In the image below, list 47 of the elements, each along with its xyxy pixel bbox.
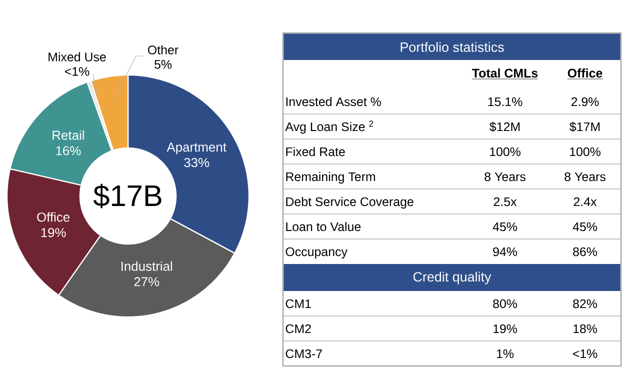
text: 80%	[493, 299, 518, 308]
slice-label: Industrial	[122, 261, 172, 271]
text: 8 Years	[484, 172, 526, 182]
data-label: 19%	[41, 228, 66, 238]
data-label: <1%	[64, 67, 90, 76]
text: 45%	[492, 222, 518, 232]
slice-label: Apartment	[166, 142, 226, 154]
slice-label: Other	[148, 45, 178, 54]
text: Portfolio statistics	[400, 42, 504, 52]
category-label: Occupancy	[286, 247, 348, 259]
text: $17M	[570, 122, 600, 132]
category-label: CM3-7	[286, 349, 322, 358]
text: 94%	[493, 247, 518, 256]
data-label: 33%	[184, 158, 210, 168]
text: Office	[568, 68, 602, 78]
category-label: CM2	[286, 324, 311, 334]
text: 8 Years	[564, 172, 606, 182]
slice-label: Office	[37, 212, 70, 222]
category-label: Remaining Term	[286, 172, 376, 184]
text: 1%	[496, 349, 514, 358]
text: Total CMLs	[472, 68, 538, 78]
text: 2.5x	[494, 197, 517, 206]
data-label: 5%	[154, 60, 172, 69]
text: 86%	[573, 247, 598, 256]
category-label: CM1	[286, 299, 311, 308]
text: 100%	[490, 147, 520, 156]
text: Credit quality	[413, 272, 492, 284]
text: 100%	[570, 147, 600, 156]
slice-label: Mixed Use	[48, 52, 106, 62]
text: $12M	[490, 122, 520, 132]
data-label: 16%	[56, 146, 81, 156]
slice-label: Retail	[52, 130, 84, 140]
text: $17B	[93, 184, 162, 208]
text: 18%	[573, 324, 598, 334]
category-label: Avg Loan Size $^{2}$	[285, 120, 374, 134]
text: 2.4x	[574, 197, 597, 206]
category-label: Invested Asset %	[286, 96, 381, 106]
text: 45%	[572, 222, 598, 232]
data-label: 27%	[134, 277, 160, 286]
category-label: Debt Service Coverage	[286, 196, 414, 209]
text: 2.9%	[571, 97, 599, 106]
category-label: Fixed Rate	[286, 146, 345, 156]
category-label: Loan to Value	[286, 222, 361, 232]
text: 19%	[493, 324, 518, 334]
text: 82%	[573, 299, 598, 308]
text: <1%	[572, 349, 598, 358]
text: 15.1%	[488, 97, 522, 106]
